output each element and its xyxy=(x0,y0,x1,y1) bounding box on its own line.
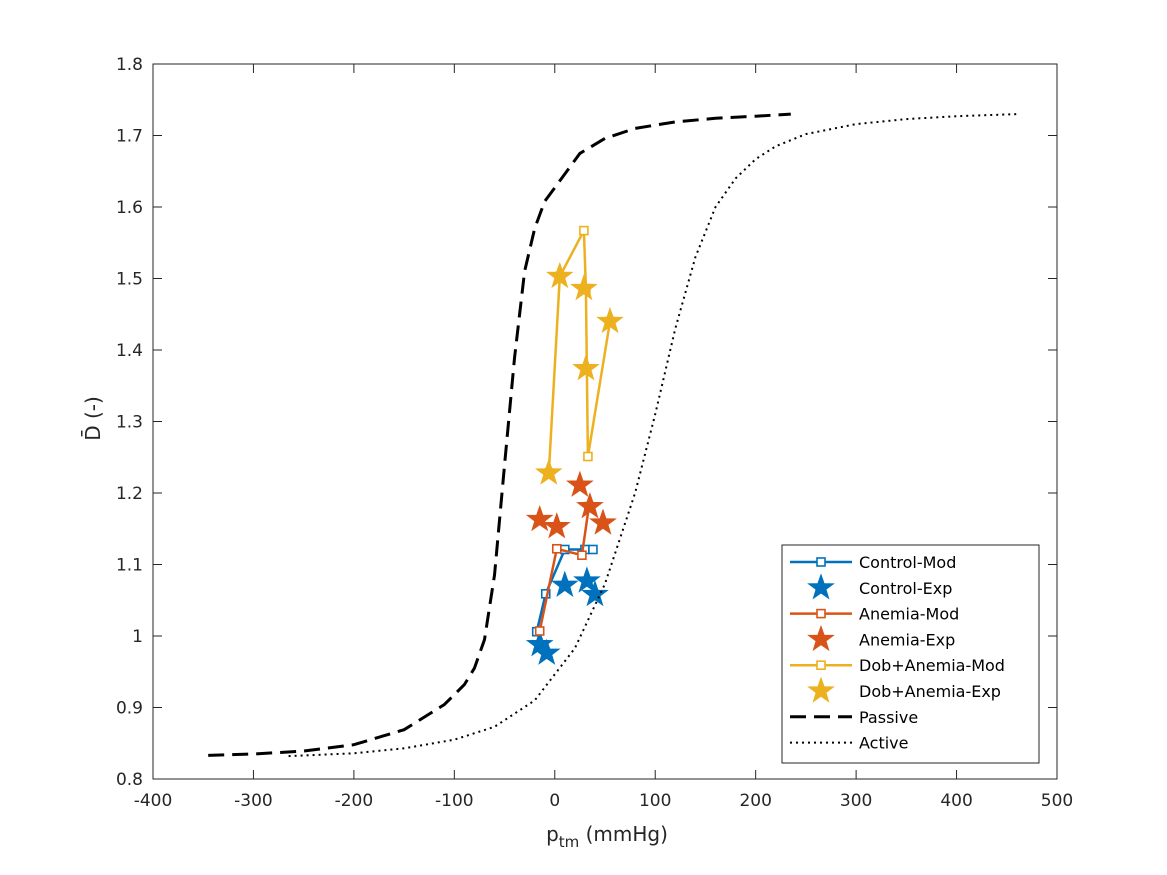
legend-label: Passive xyxy=(859,708,918,727)
legend-item-anemia-mod: Anemia-Mod xyxy=(790,605,959,624)
series-line xyxy=(208,112,791,757)
x-tick-label: -200 xyxy=(335,791,374,811)
series-control-exp xyxy=(525,566,609,665)
series-active xyxy=(288,113,1017,758)
legend-marker xyxy=(816,608,826,619)
data-point xyxy=(572,354,600,381)
data-point xyxy=(532,638,561,665)
data-point xyxy=(581,579,609,607)
axis-ticks: -400 -300 -200 -100 0 100 200 300 400 500 0.8 0.9 1 1… xyxy=(116,55,1073,811)
x-tick-label: 0 xyxy=(549,791,560,811)
legend-item-dob-anemia-mod: Dob+Anemia-Mod xyxy=(790,656,1005,675)
legend-label: Anemia-Exp xyxy=(859,630,955,649)
series-anemia-exp xyxy=(525,470,617,539)
data-point xyxy=(566,470,594,497)
x-tick-label: -100 xyxy=(435,791,474,811)
data-point xyxy=(534,626,545,636)
y-axis-label: D̄ (-) xyxy=(80,396,105,441)
legend-marker xyxy=(807,676,835,703)
data-point xyxy=(579,225,589,236)
x-tick-label: 300 xyxy=(840,791,872,811)
legend-marker xyxy=(807,624,835,652)
data-point xyxy=(588,544,598,555)
legend-label: Active xyxy=(859,734,909,753)
y-tick-label: 1.7 xyxy=(116,127,143,147)
data-point xyxy=(589,508,617,535)
legend-label: Dob+Anemia-Mod xyxy=(859,656,1005,675)
legend-marker xyxy=(816,557,826,567)
series-line xyxy=(538,506,591,632)
legend-item-passive: Passive xyxy=(790,708,918,727)
legend-item-active: Active xyxy=(790,734,909,753)
y-tick-label: 0.9 xyxy=(116,699,143,719)
series-dob-anemia-mod xyxy=(543,225,615,478)
y-tick-label: 1.8 xyxy=(116,55,143,75)
data-point xyxy=(576,492,604,519)
data-point xyxy=(596,306,624,334)
data-point xyxy=(551,570,579,598)
y-tick-label: 1.2 xyxy=(116,484,143,504)
x-axis-label-subscript: tm xyxy=(559,833,580,851)
y-tick-label: 1.5 xyxy=(116,270,143,290)
legend-item-control-mod: Control-Mod xyxy=(790,553,956,572)
x-tick-label: -400 xyxy=(134,791,173,811)
x-tick-label: 500 xyxy=(1041,791,1073,811)
legend: Control-Mod Control-Exp Anemia-Mod Anemia-E… xyxy=(781,544,1040,764)
x-axis-label-main: p xyxy=(546,822,559,846)
y-tick-label: 1.3 xyxy=(116,413,143,433)
y-tick-label: 1 xyxy=(132,627,143,647)
series-passive xyxy=(208,112,791,757)
y-tick-label: 1.6 xyxy=(116,198,143,218)
x-axis-label: ptm (mmHg) xyxy=(546,822,668,851)
legend-label: Anemia-Mod xyxy=(859,605,959,624)
x-tick-label: 400 xyxy=(940,791,972,811)
x-tick-label: -300 xyxy=(234,791,273,811)
y-tick-label: 1.4 xyxy=(116,341,143,361)
legend-box xyxy=(781,544,1040,764)
x-tick-label: 200 xyxy=(739,791,771,811)
legend-item-anemia-exp: Anemia-Exp xyxy=(807,624,955,652)
y-tick-label: 1.1 xyxy=(116,556,143,576)
legend-label: Control-Exp xyxy=(859,579,952,598)
series-line xyxy=(547,229,612,474)
legend-label: Dob+Anemia-Exp xyxy=(859,682,1001,701)
x-axis-label-unit: (mmHg) xyxy=(579,822,668,846)
data-point xyxy=(545,261,574,289)
legend-marker xyxy=(816,660,826,671)
series-line xyxy=(288,113,1017,758)
data-point xyxy=(534,458,563,485)
legend-label: Control-Mod xyxy=(859,553,956,572)
y-tick-label: 0.8 xyxy=(116,770,143,790)
legend-item-dob-anemia-exp: Dob+Anemia-Exp xyxy=(807,676,1001,703)
x-tick-label: 100 xyxy=(639,791,671,811)
legend-marker xyxy=(807,573,835,600)
data-point xyxy=(542,512,571,539)
series-dob-anemia-exp xyxy=(534,261,624,485)
data-point xyxy=(525,504,554,532)
data-point xyxy=(577,550,587,561)
legend-item-control-exp: Control-Exp xyxy=(807,573,952,600)
data-point xyxy=(570,273,598,301)
data-point xyxy=(583,451,593,462)
plot-area xyxy=(208,112,1017,758)
data-point xyxy=(573,566,601,593)
data-point xyxy=(551,543,562,554)
